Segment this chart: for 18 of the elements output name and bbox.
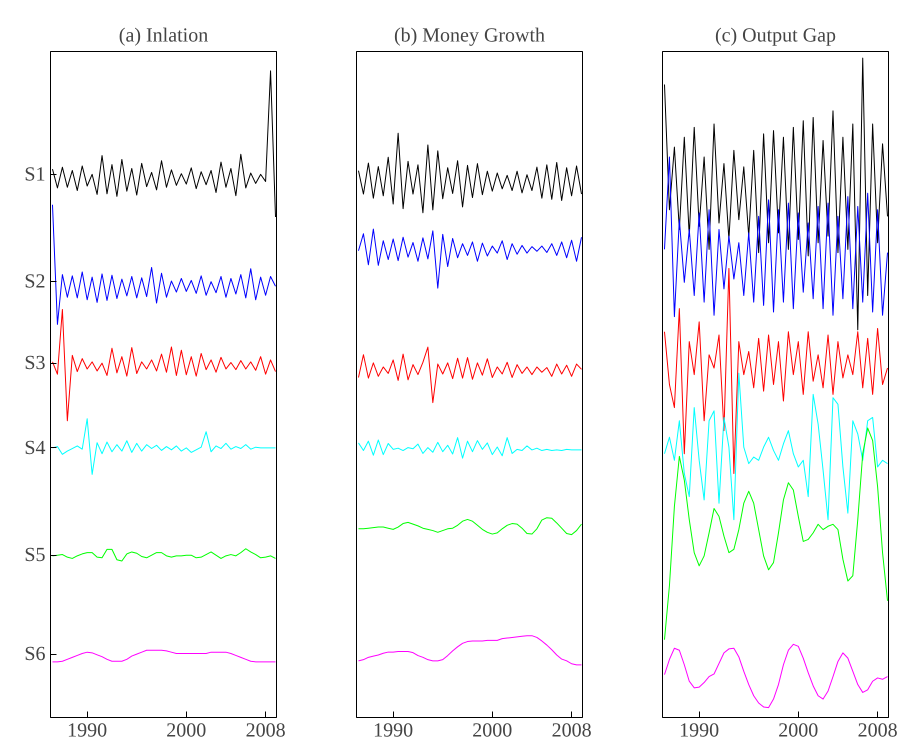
x-tick-label: 2000	[166, 720, 206, 742]
x-tick-label: 2008	[552, 720, 592, 742]
text: S4	[24, 436, 46, 459]
chart-title: (c) Output Gap	[714, 24, 836, 46]
text: S6	[24, 643, 46, 666]
x-tick-label: 2000	[472, 720, 512, 742]
x-tick-label: 2000	[778, 720, 818, 742]
text: S5	[24, 544, 46, 566]
x-tick-label: 2008	[246, 720, 286, 742]
x-tick-label: 1990	[373, 720, 414, 742]
x-tick-label: 2008	[858, 720, 898, 742]
chart-title: (b) Money Growth	[394, 24, 546, 46]
text: S1	[24, 163, 46, 186]
text: S3	[24, 352, 46, 374]
text: S2	[24, 270, 46, 293]
x-tick-label: 1990	[67, 720, 108, 742]
x-tick-label: 1990	[679, 720, 720, 742]
chart-title: (a) Inlation	[118, 24, 208, 46]
